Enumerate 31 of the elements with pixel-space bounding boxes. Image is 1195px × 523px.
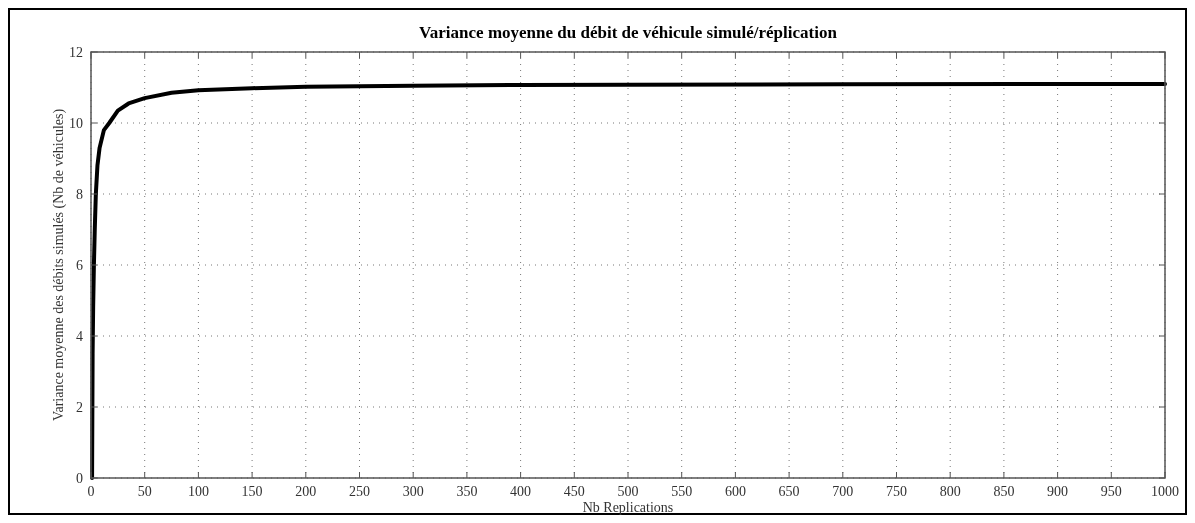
x-tick-label: 550 bbox=[671, 484, 693, 499]
y-tick-label: 10 bbox=[69, 115, 83, 131]
x-tick-label: 500 bbox=[617, 484, 639, 499]
x-tick-label: 750 bbox=[886, 484, 907, 499]
x-tick-label: 900 bbox=[1047, 484, 1069, 499]
x-tick-label: 400 bbox=[510, 484, 532, 499]
x-tick-label: 100 bbox=[187, 484, 209, 499]
x-tick-label: 300 bbox=[402, 484, 424, 499]
x-tick-label: 650 bbox=[778, 484, 800, 499]
x-tick-label: 350 bbox=[456, 484, 478, 499]
y-tick-label: 0 bbox=[76, 470, 83, 486]
x-tick-label: 600 bbox=[724, 484, 746, 499]
y-tick-label: 12 bbox=[69, 44, 83, 60]
x-tick-label: 250 bbox=[349, 484, 370, 499]
x-tick-label: 0 bbox=[87, 484, 95, 499]
y-tick-label: 6 bbox=[76, 257, 83, 273]
x-tick-label: 200 bbox=[295, 484, 317, 499]
y-tick-label: 8 bbox=[76, 186, 83, 202]
y-axis-title: Variance moyenne des débits simulés (Nb de véhicules) bbox=[51, 108, 67, 422]
x-tick-label: 50 bbox=[137, 484, 152, 499]
x-axis-title: Nb Replications bbox=[582, 500, 674, 515]
x-tick-label: 150 bbox=[241, 484, 263, 499]
x-tick-label: 1000 bbox=[1151, 484, 1179, 499]
x-tick-label: 850 bbox=[993, 484, 1015, 499]
x-tick-label: 950 bbox=[1100, 484, 1122, 499]
x-tick-label: 450 bbox=[563, 484, 585, 499]
x-tick-label: 800 bbox=[939, 484, 961, 499]
x-tick-label: 700 bbox=[832, 484, 854, 499]
y-tick-label: 4 bbox=[76, 328, 83, 344]
y-tick-label: 2 bbox=[76, 399, 83, 415]
chart-title: Variance moyenne du débit de véhicule simulé/réplication bbox=[419, 23, 838, 42]
